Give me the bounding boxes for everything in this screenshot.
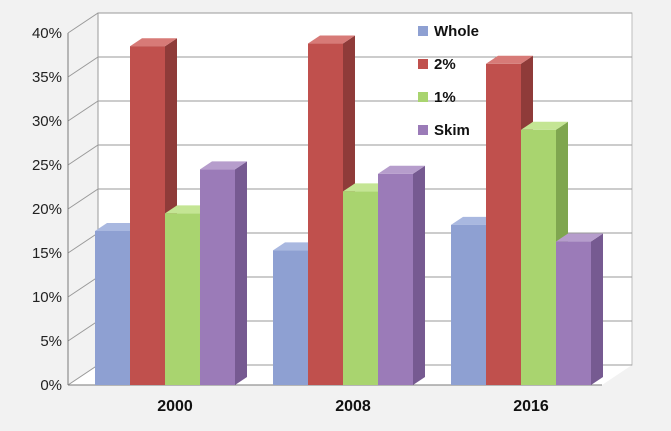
y-tick-label: 30% bbox=[32, 113, 62, 130]
legend-swatch bbox=[418, 92, 428, 102]
bar-top-face bbox=[556, 233, 603, 242]
x-category-label: 2000 bbox=[157, 398, 193, 415]
bar-side-face bbox=[591, 233, 603, 385]
y-tick-label: 35% bbox=[32, 69, 62, 86]
legend-label: Whole bbox=[434, 23, 479, 40]
bars bbox=[95, 35, 603, 386]
bar-top-face bbox=[308, 35, 355, 44]
legend-swatch bbox=[418, 26, 428, 36]
bar-front-face bbox=[343, 191, 378, 385]
y-tick-label: 15% bbox=[32, 245, 62, 262]
bar-top-face bbox=[200, 161, 247, 170]
bar bbox=[378, 165, 425, 385]
bar-front-face bbox=[486, 63, 521, 386]
bar-top-face bbox=[486, 55, 533, 64]
bar bbox=[200, 161, 247, 385]
y-tick-label: 0% bbox=[40, 377, 62, 394]
bar-front-face bbox=[451, 224, 486, 385]
x-category-label: 2016 bbox=[513, 398, 549, 415]
bar-front-face bbox=[165, 213, 200, 385]
legend-swatch bbox=[418, 125, 428, 135]
y-tick-label: 25% bbox=[32, 157, 62, 174]
x-category-label: 2008 bbox=[335, 398, 371, 415]
bar-front-face bbox=[521, 129, 556, 385]
bar-front-face bbox=[130, 46, 165, 385]
bar-front-face bbox=[273, 250, 308, 385]
bar bbox=[556, 233, 603, 385]
bar-front-face bbox=[378, 173, 413, 385]
legend: Whole 2% 1% Skim bbox=[418, 23, 479, 139]
y-axis-tick-labels: 0% 5% 10% 15% 20% 25% 30% 35% 40% bbox=[32, 25, 62, 394]
y-tick-label: 20% bbox=[32, 201, 62, 218]
legend-label: Skim bbox=[434, 122, 470, 139]
y-tick-label: 5% bbox=[40, 333, 62, 350]
bar-front-face bbox=[200, 169, 235, 385]
bar-top-face bbox=[521, 121, 568, 130]
x-axis-category-labels: 2000 2008 2016 bbox=[157, 398, 549, 415]
y-tick-label: 40% bbox=[32, 25, 62, 42]
bar-top-face bbox=[378, 165, 425, 174]
bar-side-face bbox=[235, 161, 247, 385]
bar-front-face bbox=[308, 43, 343, 386]
bar-front-face bbox=[95, 231, 130, 385]
legend-swatch bbox=[418, 59, 428, 69]
legend-label: 1% bbox=[434, 89, 456, 106]
bar-front-face bbox=[556, 241, 591, 385]
y-tick-label: 10% bbox=[32, 289, 62, 306]
bar-side-face bbox=[413, 165, 425, 385]
bar-top-face bbox=[130, 38, 177, 47]
legend-label: 2% bbox=[434, 56, 456, 73]
